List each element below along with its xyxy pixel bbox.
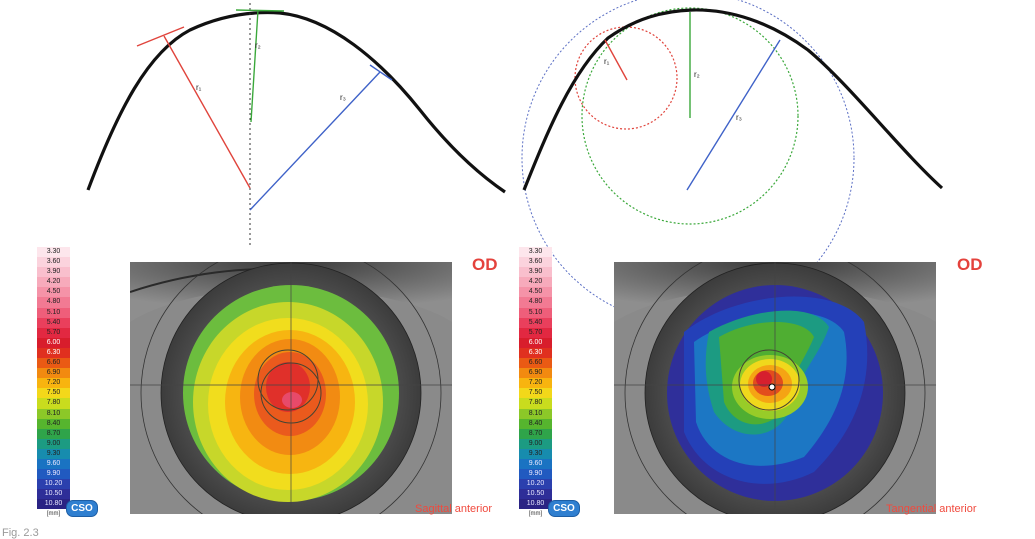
scale-unit-label: [mm] xyxy=(46,511,61,518)
scale-cell: 7.20 xyxy=(519,378,552,389)
right-r1-label: r₁ xyxy=(604,57,610,66)
scale-cell: 8.70 xyxy=(519,428,552,439)
scale-cell: 9.90 xyxy=(37,469,70,480)
scale-cell: 3.60 xyxy=(37,257,70,268)
right-r1-radius xyxy=(604,39,628,81)
left-map-type-label: Sagittal anterior xyxy=(415,503,493,515)
scale-cell: 6.90 xyxy=(37,368,70,379)
left-topography-map xyxy=(130,262,452,514)
left-r3-radius xyxy=(249,71,381,211)
right-map-type-label: Tangential anterior xyxy=(886,503,977,515)
scale-cell: 5.10 xyxy=(519,307,552,318)
right-red-osculating-circle xyxy=(574,26,678,130)
left-r1-tangent xyxy=(136,26,185,47)
scale-cell: 7.20 xyxy=(37,378,70,389)
scale-cell: 3.30 xyxy=(519,247,552,258)
scale-cell: 10.20 xyxy=(519,479,552,490)
scale-cell: 9.30 xyxy=(37,448,70,459)
scale-cell: 8.70 xyxy=(37,428,70,439)
scale-cell: 7.50 xyxy=(519,388,552,399)
scale-cell: 7.80 xyxy=(519,398,552,409)
scale-cell: 5.70 xyxy=(519,327,552,338)
right-r3-label: r₃ xyxy=(736,113,742,122)
right-eye-topography-image xyxy=(614,262,936,514)
scale-cell: 9.60 xyxy=(519,458,552,470)
scale-unit-label: [mm] xyxy=(528,511,543,518)
scale-cell: 10.80 xyxy=(37,499,70,510)
scale-cell: 6.00 xyxy=(37,337,70,348)
scale-cell: 4.80 xyxy=(37,297,70,308)
figure-caption: Fig. 2.3 xyxy=(2,527,39,539)
right-topography-map xyxy=(614,262,936,514)
right-r3-radius xyxy=(686,39,781,191)
scale-cell: 4.50 xyxy=(37,287,70,298)
left-eye-topography-image xyxy=(130,262,452,514)
left-cornea-profile-curve xyxy=(86,11,506,194)
scale-cell: 9.00 xyxy=(519,438,552,449)
left-r1-radius xyxy=(163,35,251,189)
scale-cell: 3.90 xyxy=(519,267,552,278)
scale-cell: 5.70 xyxy=(37,327,70,338)
scale-cell: 10.50 xyxy=(519,489,552,500)
scale-cell: 3.30 xyxy=(37,247,70,258)
scale-cell: 9.30 xyxy=(519,448,552,459)
scale-cell: 6.90 xyxy=(519,368,552,379)
right-r2-label: r₂ xyxy=(694,70,700,79)
scale-cell: 4.50 xyxy=(519,287,552,298)
scale-cell: 7.80 xyxy=(37,398,70,409)
left-cso-logo: CSO xyxy=(66,500,98,517)
scale-cell: 3.90 xyxy=(37,267,70,278)
left-r2-radius xyxy=(250,9,259,123)
scale-cell: 8.10 xyxy=(37,408,70,419)
scale-cell: 9.00 xyxy=(37,438,70,449)
scale-cell: 6.60 xyxy=(37,358,70,369)
scale-cell: 4.20 xyxy=(37,277,70,288)
left-r2-label: r₂ xyxy=(255,41,261,50)
scale-cell: 9.90 xyxy=(519,469,552,480)
scale-cell: 6.30 xyxy=(37,347,70,359)
left-curvature-diagram: r₁ r₂ r₃ xyxy=(86,3,506,245)
scale-cell: 10.80 xyxy=(519,499,552,510)
left-od-label: OD xyxy=(472,255,498,274)
right-color-scale: 3.30 3.60 3.90 4.20 4.50 4.80 5.10 5.40 5.70 6.00… xyxy=(519,247,552,517)
right-green-osculating-circle xyxy=(581,7,799,225)
right-od-label: OD xyxy=(957,255,983,274)
scale-cell: 5.40 xyxy=(519,317,552,328)
left-r3-label: r₃ xyxy=(340,93,346,102)
left-color-scale: 3.30 3.60 3.90 4.20 4.50 4.80 5.10 5.40 5.70 6.00… xyxy=(37,247,70,517)
scale-cell: 6.30 xyxy=(519,347,552,359)
scale-cell: 4.20 xyxy=(519,277,552,288)
right-cornea-profile-curve xyxy=(522,8,944,191)
scale-cell: 8.40 xyxy=(37,418,70,429)
scale-cell: 9.60 xyxy=(37,458,70,470)
left-r3-tangent xyxy=(369,64,393,81)
scale-cell: 5.10 xyxy=(37,307,70,318)
scale-cell: 4.80 xyxy=(519,297,552,308)
scale-cell: 5.40 xyxy=(37,317,70,328)
right-cso-logo: CSO xyxy=(548,500,580,517)
scale-cell: 7.50 xyxy=(37,388,70,399)
left-r1-label: r₁ xyxy=(196,83,202,92)
scale-cell: 10.20 xyxy=(37,479,70,490)
scale-cell: 6.00 xyxy=(519,337,552,348)
scale-cell: 10.50 xyxy=(37,489,70,500)
scale-cell: 8.10 xyxy=(519,408,552,419)
scale-cell: 6.60 xyxy=(519,358,552,369)
left-r2-tangent xyxy=(235,9,285,12)
scale-cell: 8.40 xyxy=(519,418,552,429)
scale-cell: 3.60 xyxy=(519,257,552,268)
